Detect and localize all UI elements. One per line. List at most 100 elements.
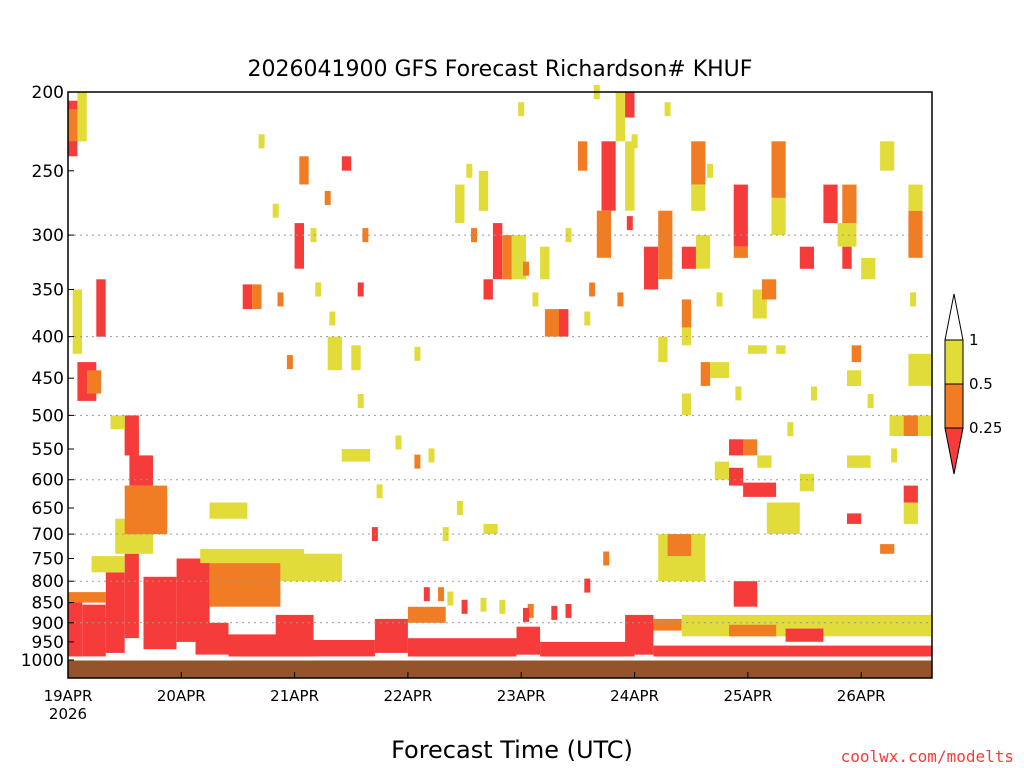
x-tick-label: 25APR (723, 687, 772, 705)
ri-cell (747, 345, 767, 354)
ri-point (329, 311, 336, 326)
colorbar-bin (944, 339, 964, 385)
ri-cell (327, 336, 342, 371)
ri-cell (299, 156, 309, 185)
ri-point (272, 203, 279, 218)
colorbar: 1 0.5 0.25 (944, 293, 1002, 475)
x-tick-label: 26APR (837, 687, 886, 705)
x-axis: 19APR 20APR 21APR 22APR 23APR 24APR 25APR 26APR (44, 672, 886, 705)
ri-cell (544, 309, 560, 337)
ri-point (466, 163, 473, 178)
ri-point (532, 292, 539, 307)
ri-cell (658, 210, 673, 280)
ri-cell (625, 614, 654, 655)
ri-cell (861, 257, 876, 280)
ri-cell (700, 362, 711, 386)
ri-cell (785, 628, 824, 642)
ri-cell (847, 370, 862, 386)
ri-cell (681, 246, 696, 269)
ri-cell (695, 235, 711, 269)
ri-cell (455, 184, 465, 224)
colorbar-tick-label: 1 (969, 331, 979, 349)
colorbar-tick-label: 0.5 (969, 375, 993, 393)
ri-cell (209, 563, 281, 607)
ri-cell (710, 362, 729, 379)
y-tick-label: 700 (32, 525, 64, 545)
ri-cell (82, 604, 106, 657)
ri-cell (799, 473, 814, 492)
ri-point (456, 501, 463, 515)
ri-cell (771, 197, 786, 236)
ri-cell (502, 235, 512, 280)
y-tick-label: 600 (32, 471, 64, 491)
ri-point (527, 603, 534, 618)
x-tick-label: 24APR (610, 687, 659, 705)
ri-point (617, 292, 624, 307)
x-year-label: 2026 (49, 705, 87, 723)
ri-point (447, 591, 454, 606)
ri-cell (847, 513, 862, 524)
ri-cell (615, 92, 626, 142)
ri-cell (242, 284, 253, 310)
ri-cell (124, 553, 139, 639)
ri-cell (733, 184, 748, 247)
ri-point (357, 394, 364, 408)
ri-cell (96, 279, 106, 337)
ri-cell (667, 534, 692, 557)
y-tick-label: 1000 (21, 651, 64, 671)
x-tick-label: 23APR (497, 687, 546, 705)
ri-cell (653, 618, 682, 631)
ri-point (414, 454, 421, 469)
gridlines (68, 234, 932, 624)
ri-cell (837, 223, 857, 247)
ri-cell (252, 284, 262, 310)
x-axis-label: Forecast Time (UTC) (391, 736, 633, 764)
ri-point (565, 228, 572, 243)
ri-point (910, 292, 917, 307)
ri-point (395, 435, 402, 450)
ri-point (518, 102, 525, 117)
ri-cell (105, 572, 125, 653)
ri-cell (559, 309, 569, 337)
ri-point (551, 605, 558, 620)
ri-point (626, 216, 633, 231)
ri-point (707, 163, 714, 178)
ri-cell (691, 141, 706, 185)
ri-cell (823, 184, 838, 224)
ri-cell (644, 246, 659, 290)
ri-point (442, 527, 449, 542)
colorbar-tick-label: 0.25 (969, 419, 1002, 437)
ri-cell (880, 544, 895, 554)
ri-cell (842, 184, 857, 224)
y-tick-label: 800 (32, 572, 64, 592)
ri-point (414, 346, 421, 361)
ri-cell (880, 141, 895, 171)
ri-cell (851, 345, 862, 363)
ri-point (286, 355, 293, 370)
ri-point (664, 102, 671, 117)
ri-cell (540, 641, 635, 657)
ri-point (423, 587, 430, 602)
ri-point (324, 190, 331, 205)
plot-frame (67, 91, 933, 679)
ri-cell (483, 279, 493, 300)
y-tick-label: 250 (32, 162, 64, 182)
x-tick-label: 19APR (44, 687, 93, 705)
ri-cell (908, 210, 923, 258)
ri-point (277, 292, 284, 307)
ri-cell (511, 235, 526, 280)
ri-point (499, 599, 506, 614)
ri-cell (729, 439, 744, 456)
ri-cell (681, 393, 692, 416)
y-tick-label: 550 (32, 440, 64, 460)
ground-edge (68, 658, 932, 661)
ri-point (584, 311, 591, 326)
ri-cell (72, 289, 83, 354)
ri-point (258, 134, 265, 149)
ri-cell (478, 170, 489, 211)
ri-cell (714, 461, 729, 480)
ri-cell (847, 455, 871, 468)
ri-cell (625, 141, 635, 211)
y-tick-label: 300 (32, 226, 64, 246)
